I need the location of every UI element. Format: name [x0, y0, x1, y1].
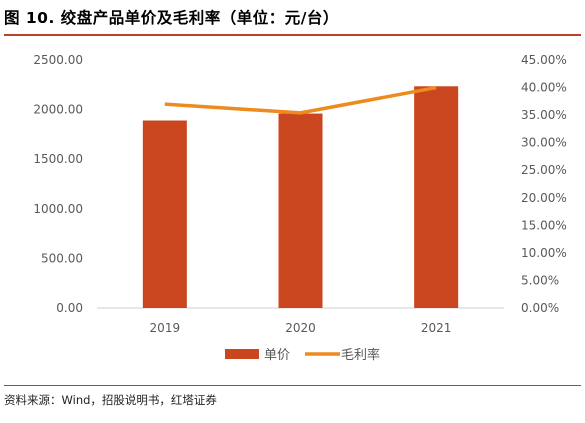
left-axis: 0.00 500.00 1000.00 1500.00 2000.00 2500.00: [33, 53, 83, 315]
bar-series: [142, 86, 459, 309]
right-axis: 0.00% 5.00% 10.00% 15.00% 20.00% 25.00% 30.00%…: [521, 53, 567, 315]
right-tick-label: 15.00%: [521, 218, 567, 232]
combo-chart: 0.00 500.00 1000.00 1500.00 2000.00 2500.00 0…: [33, 53, 567, 363]
right-tick-label: 25.00%: [521, 163, 567, 177]
bar: [278, 113, 323, 309]
right-tick-label: 40.00%: [521, 81, 567, 95]
left-tick-label: 1000.00: [33, 202, 83, 216]
x-axis: 2019 2020 2021: [150, 321, 452, 335]
source-note: 资料来源：Wind，招股说明书，红塔证券: [4, 393, 217, 407]
right-tick-label: 45.00%: [521, 53, 567, 67]
bar: [142, 120, 187, 309]
legend-label-line: 毛利率: [341, 347, 380, 363]
title-underline: [4, 34, 581, 36]
right-tick-label: 0.00%: [521, 301, 559, 315]
right-tick-label: 10.00%: [521, 246, 567, 260]
x-tick-label: 2021: [421, 321, 452, 335]
left-tick-label: 500.00: [41, 251, 83, 265]
legend: 单价 毛利率: [225, 347, 380, 363]
left-tick-label: 2500.00: [33, 53, 83, 67]
right-tick-label: 35.00%: [521, 108, 567, 122]
legend-label-bar: 单价: [264, 348, 290, 363]
x-tick-label: 2019: [150, 321, 181, 335]
source-divider: [4, 385, 581, 386]
line-series: [164, 85, 437, 115]
left-tick-label: 2000.00: [33, 103, 83, 117]
bar: [414, 86, 459, 308]
figure-title: 图 10. 绞盘产品单价及毛利率（单位：元/台）: [4, 9, 339, 27]
legend-swatch-bar: [225, 349, 259, 359]
right-tick-label: 5.00%: [521, 273, 559, 287]
margin-line: [164, 85, 437, 115]
left-tick-label: 0.00: [56, 301, 83, 315]
right-tick-label: 30.00%: [521, 136, 567, 150]
left-tick-label: 1500.00: [33, 152, 83, 166]
right-tick-label: 20.00%: [521, 191, 567, 205]
x-tick-label: 2020: [285, 321, 316, 335]
